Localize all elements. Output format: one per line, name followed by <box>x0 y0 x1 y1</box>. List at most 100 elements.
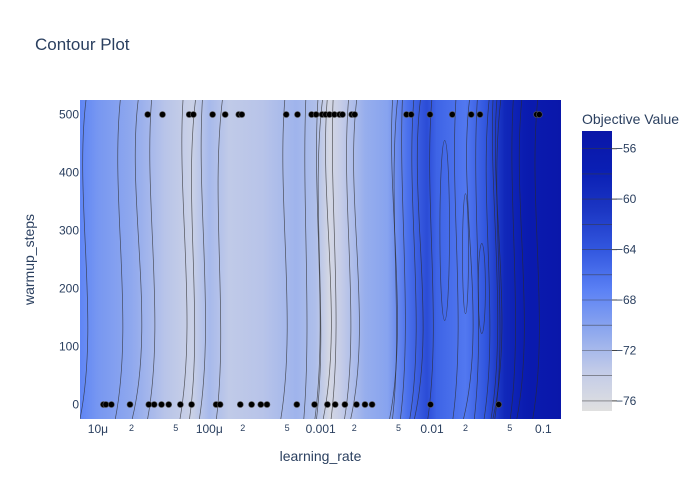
trial-point <box>448 111 456 118</box>
y-axis-label: warmup_steps <box>21 214 37 306</box>
contour-line <box>80 100 89 419</box>
x-tick-label: 0.001 <box>306 422 336 436</box>
x-minor-tick-label: 2 <box>129 423 134 433</box>
contour-line <box>463 100 474 419</box>
x-tick-label: 0.1 <box>535 422 552 436</box>
contour-line <box>462 193 469 315</box>
contour-line <box>483 100 491 419</box>
trial-point <box>248 401 255 408</box>
x-minor-tick-label: 2 <box>352 423 357 433</box>
trial-point <box>353 401 360 408</box>
contour-line <box>280 100 288 419</box>
trial-point <box>216 401 224 408</box>
x-axis-label: learning_rate <box>280 448 362 464</box>
colorbar-ticks: −56 −60 −64 −68 −72 −76 <box>612 142 637 408</box>
trial-point <box>294 111 301 118</box>
colorbar-scale <box>582 131 612 411</box>
contour-line <box>473 100 479 419</box>
trial-point <box>188 401 195 408</box>
trial-point <box>311 401 318 408</box>
trial-point <box>495 401 503 408</box>
trial-point <box>263 401 271 408</box>
contour-line <box>400 100 406 419</box>
contour-line <box>344 100 352 419</box>
contour-line <box>532 100 540 419</box>
colorbar-tick-label: −72 <box>616 344 637 358</box>
contour-line <box>303 100 308 419</box>
y-tick-label: 400 <box>59 166 79 180</box>
x-minor-tick-label: 5 <box>396 423 401 433</box>
colorbar-tick-label: −60 <box>616 192 637 206</box>
contour-line <box>330 100 337 419</box>
trial-point <box>221 111 229 118</box>
contour-line <box>147 100 156 419</box>
x-axis-ticks: 10μ 100μ 0.001 0.01 0.1 2 5 2 5 2 5 2 5 <box>88 422 552 436</box>
contour-line <box>350 100 360 419</box>
trial-point <box>102 401 110 408</box>
contour-line <box>414 100 424 419</box>
trial-point <box>426 111 434 118</box>
x-tick-label: 100μ <box>196 422 223 436</box>
contour-line <box>199 100 206 419</box>
contour-line <box>189 100 196 419</box>
contour-line <box>316 100 323 419</box>
colorbar: Objective Value −56 −60 −64 −68 −72 −76 <box>582 111 679 411</box>
trial-points <box>100 111 543 408</box>
trial-point <box>282 111 290 118</box>
chart-title: Contour Plot <box>35 35 130 54</box>
trial-point <box>368 401 376 408</box>
trial-point <box>177 401 184 408</box>
contour-line <box>322 100 332 419</box>
trial-point <box>535 111 543 118</box>
contour-line <box>131 100 143 419</box>
contour-line <box>114 100 124 419</box>
trial-point <box>324 401 331 408</box>
y-tick-label: 200 <box>59 282 79 296</box>
trial-point <box>361 401 369 408</box>
trial-point <box>209 111 216 118</box>
trial-point <box>341 401 349 408</box>
trial-point <box>467 111 475 118</box>
x-minor-tick-label: 5 <box>285 423 290 433</box>
y-axis-ticks: 0 100 200 300 400 500 <box>59 108 79 412</box>
contour-line <box>389 100 398 419</box>
contour-line <box>427 100 434 419</box>
x-minor-tick-label: 5 <box>507 423 512 433</box>
x-minor-tick-label: 2 <box>463 423 468 433</box>
trial-point <box>165 401 172 408</box>
x-tick-label: 10μ <box>88 422 108 436</box>
colorbar-title: Objective Value <box>582 111 679 127</box>
y-tick-label: 0 <box>72 398 79 412</box>
trial-point <box>476 111 484 118</box>
colorbar-tick-label: −68 <box>616 293 637 307</box>
trial-point <box>312 111 320 118</box>
trial-point <box>339 111 346 118</box>
contour-line <box>439 140 450 321</box>
contour-line <box>409 100 417 419</box>
contour-line <box>314 100 321 419</box>
y-tick-label: 100 <box>59 340 79 354</box>
y-tick-label: 300 <box>59 224 79 238</box>
contour-line <box>516 100 525 419</box>
contour-line <box>477 243 486 334</box>
colorbar-contour-levels <box>582 148 612 402</box>
contour-line <box>494 100 502 419</box>
trial-point <box>150 401 158 408</box>
x-tick-label: 0.01 <box>420 422 444 436</box>
trial-point <box>126 401 134 408</box>
contour-lines <box>80 100 540 419</box>
contour-line <box>509 100 516 419</box>
colorbar-tick-label: −76 <box>616 394 637 408</box>
contour-line <box>490 100 499 419</box>
colorbar-tick-label: −64 <box>616 243 637 257</box>
contour-line <box>452 100 459 419</box>
x-minor-tick-label: 2 <box>240 423 245 433</box>
trial-point <box>237 401 244 408</box>
x-minor-tick-label: 5 <box>173 423 178 433</box>
trial-point <box>159 111 166 118</box>
colorbar-tick-label: −56 <box>616 142 637 156</box>
contour-line <box>216 100 223 419</box>
trial-point <box>293 401 301 408</box>
